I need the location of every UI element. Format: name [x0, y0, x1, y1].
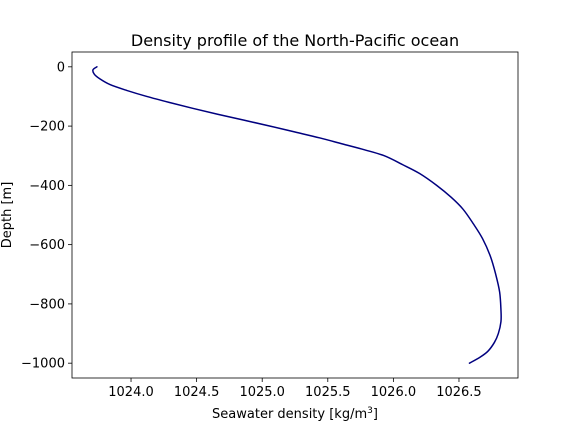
x-axis-title-text: Seawater density [kg/m — [212, 407, 367, 422]
x-tick-label: 1026.5 — [436, 385, 482, 400]
y-tick-label: −200 — [29, 120, 65, 135]
y-tick-label: −600 — [29, 238, 65, 253]
chart-title: Density profile of the North-Pacific oce… — [131, 31, 459, 50]
x-tick-label: 1024.0 — [108, 385, 154, 400]
x-axis-title-suffix: ] — [373, 407, 378, 422]
x-tick-label: 1025.5 — [305, 385, 351, 400]
x-tick-label: 1026.0 — [371, 385, 417, 400]
x-tick-label: 1024.5 — [174, 385, 220, 400]
x-tick-label: 1025.0 — [239, 385, 285, 400]
y-axis-title: Depth [m] — [0, 182, 15, 249]
y-tick-label: 0 — [57, 60, 65, 75]
x-axis-title: Seawater density [kg/m3] — [212, 406, 378, 422]
y-tick-label: −1000 — [21, 357, 65, 372]
y-tick-label: −800 — [29, 297, 65, 312]
y-tick-label: −400 — [29, 179, 65, 194]
